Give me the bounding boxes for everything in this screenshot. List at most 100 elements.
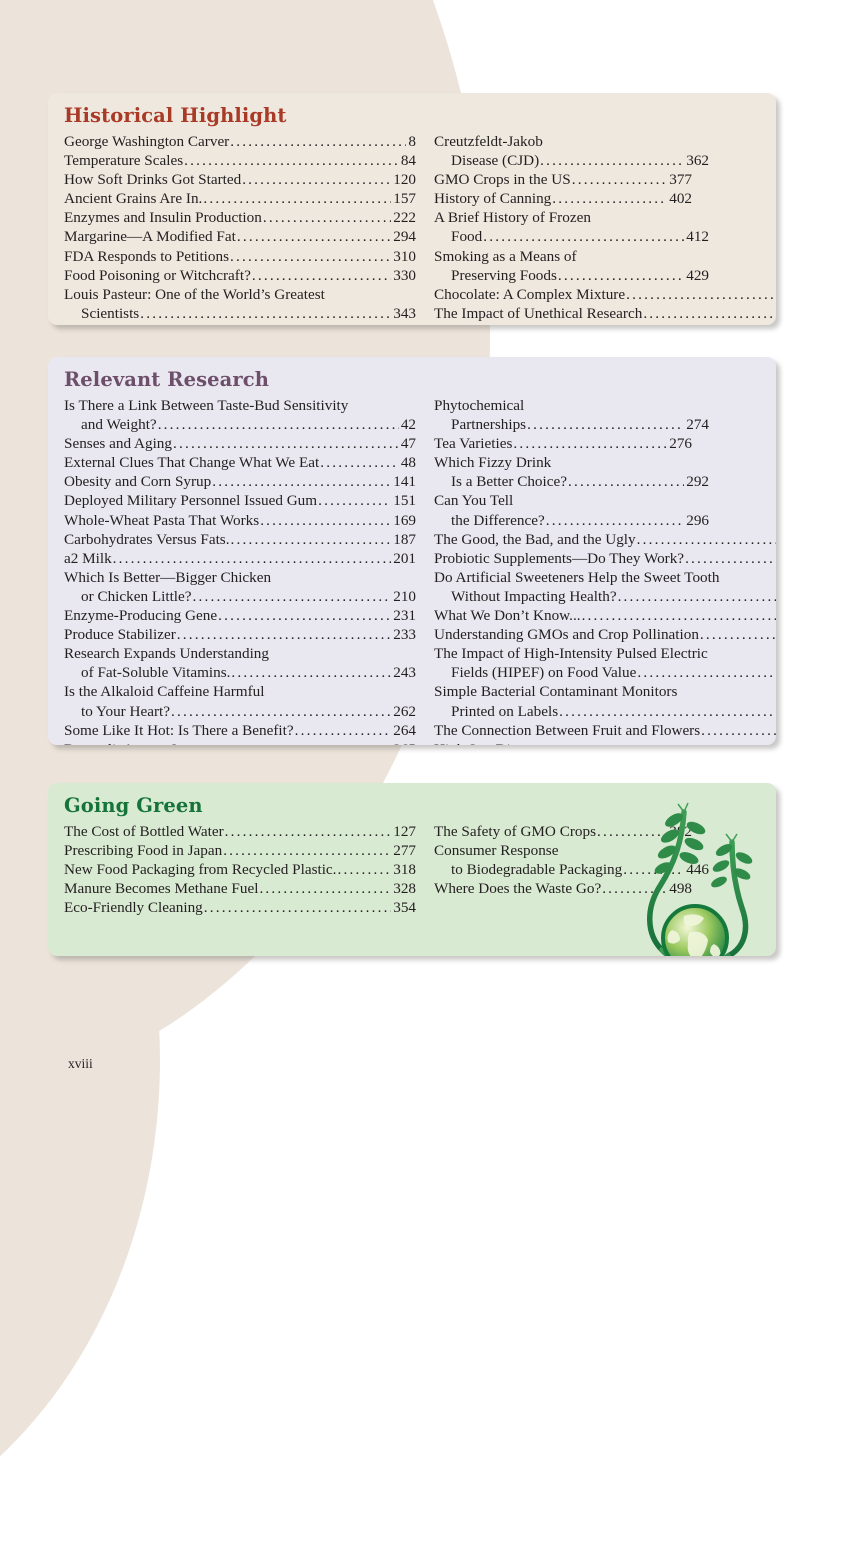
toc-dot-leader — [113, 549, 392, 568]
toc-entry[interactable]: Printed on Labels445 — [434, 702, 776, 721]
toc-entry[interactable]: Fields (HIPEF) on Food Value407 — [434, 663, 776, 682]
toc-entry-title: Scientists — [81, 304, 140, 322]
toc-dot-leader — [337, 860, 391, 879]
section-title-going-green: Going Green — [64, 794, 203, 817]
column-left: George Washington Carver8Temperature Sca… — [64, 132, 416, 323]
toc-entry[interactable]: Chocolate: A Complex Mixture479 — [434, 285, 776, 304]
toc-entry-page: 187 — [393, 530, 416, 548]
toc-dot-leader — [203, 189, 391, 208]
toc-entry[interactable]: or Chicken Little? 210 — [64, 587, 416, 606]
toc-entry[interactable]: Probiotic Supplements—Do They Work?339 — [434, 549, 776, 568]
section-title-historical-highlight: Historical Highlight — [64, 104, 287, 127]
toc-entry[interactable]: Louis Pasteur: One of the World’s Greate… — [64, 285, 416, 304]
toc-entry-title: of Fat-Soluble Vitamins. — [81, 664, 231, 682]
toc-entry[interactable]: Is There a Link Between Taste-Bud Sensit… — [64, 396, 416, 415]
toc-entry[interactable]: Phytochemical — [434, 396, 692, 415]
toc-entry[interactable]: and Weight? 42 — [64, 415, 416, 434]
toc-entry-title: Disease (CJD) — [451, 152, 540, 170]
toc-entry[interactable]: High Soy Diets516 — [434, 740, 776, 745]
toc-entry-title: George Washington Carver — [64, 133, 230, 150]
toc-entry[interactable]: What We Don’t Know...361 — [434, 606, 776, 625]
toc-entry[interactable]: GMO Crops in the US 377 — [434, 170, 692, 189]
toc-entry[interactable]: Prescribing Food in Japan 277 — [64, 841, 416, 860]
toc-entry-page: 377 — [669, 171, 692, 189]
toc-entry[interactable]: to Your Heart? 262 — [64, 702, 416, 721]
toc-entry-page: 151 — [393, 492, 416, 510]
toc-entry[interactable]: Some Like It Hot: Is There a Benefit? 264 — [64, 721, 416, 740]
toc-entry-title: Is a Better Choice? — [451, 473, 567, 491]
toc-entry[interactable]: Enzymes and Insulin Production 222 — [64, 208, 416, 227]
toc-dot-leader — [237, 227, 391, 246]
toc-dot-leader — [701, 721, 776, 740]
toc-entry[interactable]: New Food Packaging from Recycled Plastic… — [64, 860, 416, 879]
toc-entry[interactable]: External Clues That Change What We Eat 48 — [64, 453, 416, 472]
toc-entry[interactable]: the Difference? 296 — [434, 511, 709, 530]
toc-entry[interactable]: Manure Becomes Methane Fuel 328 — [64, 879, 416, 898]
toc-entry[interactable]: Temperature Scales 84 — [64, 151, 416, 170]
toc-entry[interactable]: Carbohydrates Versus Fats. 187 — [64, 530, 416, 549]
toc-entry[interactable]: Creutzfeldt-Jakob — [434, 132, 692, 151]
toc-entry[interactable]: Margarine—A Modified Fat 294 — [64, 227, 416, 246]
toc-dot-leader — [173, 434, 399, 453]
toc-entry[interactable]: Preserving Foods 429 — [434, 266, 709, 285]
toc-entry-title: History of Canning — [434, 190, 552, 208]
toc-dot-leader — [582, 606, 776, 625]
toc-entry-title: Is There a Link Between Taste-Bud Sensit… — [64, 397, 349, 414]
toc-entry[interactable]: Obesity and Corn Syrup 141 — [64, 472, 416, 491]
toc-entry[interactable]: Food 412 — [434, 227, 709, 246]
toc-dot-leader — [295, 721, 392, 740]
toc-entry[interactable]: Without Impacting Health?342 — [434, 587, 776, 606]
toc-entry-title: Ancient Grains Are In. — [64, 190, 203, 208]
toc-entry[interactable]: Partnerships 274 — [434, 415, 709, 434]
toc-entry[interactable]: The Impact of Unethical Research507 — [434, 304, 776, 323]
section-historical-highlight: Historical Highlight George Washington C… — [48, 93, 776, 325]
toc-entry[interactable]: Deployed Military Personnel Issued Gum 15… — [64, 491, 416, 510]
toc-entry-title: Simple Bacterial Contaminant Monitors — [434, 683, 678, 701]
toc-entry-title: and Weight? — [81, 416, 157, 434]
toc-entry-title: Enzyme-Producing Gene — [64, 607, 218, 625]
toc-entry[interactable]: Whole-Wheat Pasta That Works 169 — [64, 511, 416, 530]
toc-dot-leader — [171, 702, 391, 721]
toc-entry[interactable]: Do Artificial Sweeteners Help the Sweet … — [434, 568, 776, 587]
toc-entry[interactable]: Eco-Friendly Cleaning 354 — [64, 898, 416, 917]
toc-entry[interactable]: Food Poisoning or Witchcraft? 330 — [64, 266, 416, 285]
toc-entry[interactable]: Produce Stabilizer 233 — [64, 625, 416, 644]
toc-entry[interactable]: Can You Tell — [434, 491, 692, 510]
toc-entry[interactable]: The Cost of Bottled Water 127 — [64, 822, 416, 841]
toc-entry-title: High Soy Diets — [434, 740, 528, 745]
toc-entry[interactable]: Consumer Response — [434, 841, 692, 860]
toc-entry[interactable]: The Connection Between Fruit and Flowers… — [434, 721, 776, 740]
toc-entry[interactable]: Is a Better Choice? 292 — [434, 472, 709, 491]
toc-entry[interactable]: George Washington Carver 8 — [64, 132, 416, 151]
toc-entry-page: 169 — [393, 511, 416, 529]
toc-entry[interactable]: Where Does the Waste Go? 498 — [434, 879, 692, 898]
toc-entry[interactable]: Smoking as a Means of — [434, 247, 692, 266]
toc-entry[interactable]: Broccoli, Anyone? 265 — [64, 740, 416, 745]
toc-dot-leader — [529, 740, 776, 745]
toc-entry-title: How Soft Drinks Got Started — [64, 171, 242, 189]
toc-entry[interactable]: Ancient Grains Are In. 157 — [64, 189, 416, 208]
toc-dot-leader — [140, 304, 391, 323]
toc-entry[interactable]: The Good, the Bad, and the Ugly308 — [434, 530, 776, 549]
toc-entry[interactable]: Scientists 343 — [64, 304, 416, 323]
toc-entry[interactable]: Which Is Better—Bigger Chicken — [64, 568, 416, 587]
toc-entry[interactable]: Is the Alkaloid Caffeine Harmful — [64, 682, 416, 701]
toc-entry[interactable]: to Biodegradable Packaging 446 — [434, 860, 709, 879]
toc-entry[interactable]: Research Expands Understanding — [64, 644, 416, 663]
toc-entry[interactable]: Which Fizzy Drink — [434, 453, 692, 472]
toc-entry-title: Preserving Foods — [451, 266, 557, 284]
toc-dot-leader — [568, 472, 684, 491]
toc-entry[interactable]: Understanding GMOs and Crop Pollination3… — [434, 625, 776, 644]
toc-entry[interactable]: Tea Varieties 276 — [434, 434, 692, 453]
toc-entry[interactable]: of Fat-Soluble Vitamins. 243 — [64, 663, 416, 682]
toc-entry[interactable]: a2 Milk 201 — [64, 549, 416, 568]
toc-entry[interactable]: A Brief History of Frozen — [434, 208, 692, 227]
toc-entry[interactable]: Disease (CJD) 362 — [434, 151, 709, 170]
toc-entry[interactable]: FDA Responds to Petitions 310 — [64, 247, 416, 266]
toc-entry[interactable]: The Impact of High-Intensity Pulsed Elec… — [434, 644, 776, 663]
toc-entry[interactable]: Enzyme-Producing Gene 231 — [64, 606, 416, 625]
toc-entry[interactable]: How Soft Drinks Got Started 120 — [64, 170, 416, 189]
toc-entry[interactable]: Senses and Aging 47 — [64, 434, 416, 453]
toc-entry[interactable]: Simple Bacterial Contaminant Monitors — [434, 682, 776, 701]
toc-entry[interactable]: History of Canning 402 — [434, 189, 692, 208]
